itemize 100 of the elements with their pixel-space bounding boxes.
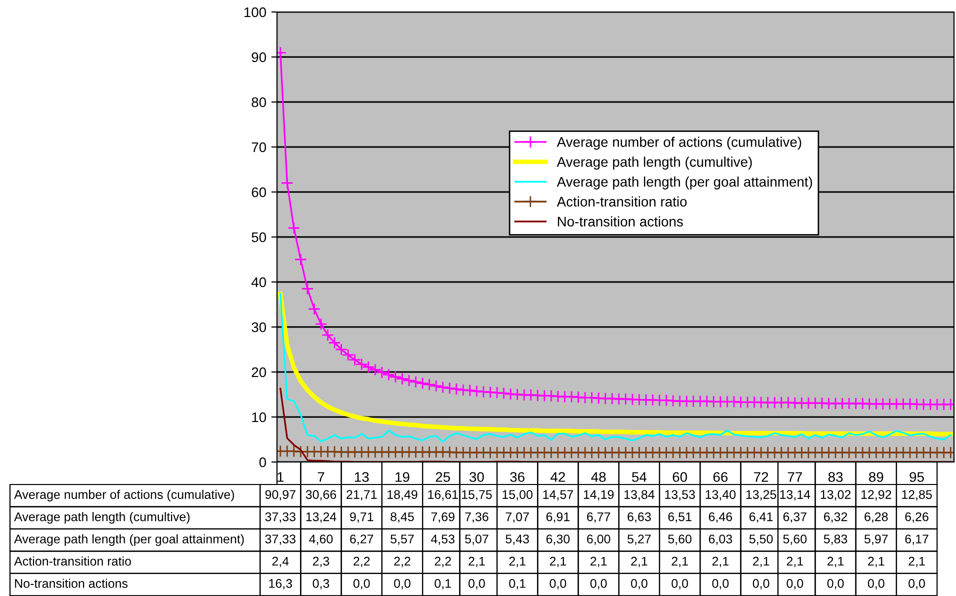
data-label: 0,1 [509, 579, 526, 590]
text: Action-transition ratio [14, 556, 131, 566]
x-tick-label: 30 [470, 472, 484, 482]
data-label: 0,1 [434, 579, 451, 590]
data-label: 2,2 [394, 556, 410, 568]
text: Average number of actions (cumulative) [14, 490, 234, 502]
data-label: 90,97 [265, 490, 296, 500]
y-tick-label: 70 [252, 142, 266, 152]
x-tick-label: 89 [869, 472, 884, 482]
data-label: 5,27 [628, 534, 651, 545]
data-label: 6,46 [708, 512, 732, 523]
data-label: 30,66 [306, 490, 336, 500]
data-label: 0,0 [394, 579, 410, 590]
legend-label: Action-transition ratio [556, 196, 687, 207]
data-label: 0,0 [712, 579, 729, 590]
data-label: 0,0 [468, 579, 485, 590]
data-label: 13,24 [306, 512, 336, 523]
data-label: 6,63 [628, 512, 651, 523]
data-label: 2,1 [908, 556, 925, 568]
data-label: 2,1 [712, 556, 729, 568]
data-label: 0,0 [908, 579, 925, 590]
data-label: 8,45 [390, 512, 414, 523]
data-label: 5,60 [668, 534, 692, 545]
data-label: 2,4 [272, 556, 289, 568]
data-label: 0,0 [827, 579, 844, 590]
data-label: 5,83 [824, 534, 848, 545]
y-tick-label: 60 [252, 187, 266, 198]
line-series [280, 388, 952, 462]
data-label: 6,51 [668, 512, 692, 523]
data-label: 6,03 [708, 534, 732, 545]
data-label: 0,0 [630, 579, 648, 590]
x-tick-label: 95 [910, 472, 924, 482]
data-label: 5,43 [506, 534, 529, 545]
x-tick-label: 60 [672, 472, 687, 482]
data-label: 2,1 [868, 556, 884, 568]
x-tick-label: 36 [510, 472, 524, 482]
data-label: 2,1 [752, 556, 770, 568]
data-label: 13,40 [706, 490, 736, 500]
data-label: 0,0 [752, 579, 770, 590]
data-label: 4,60 [309, 534, 333, 545]
legend-label: Average path length (per goal attainment) [556, 176, 812, 190]
text: No-transition actions [15, 578, 128, 588]
y-tick-label: 90 [252, 52, 266, 62]
data-label: 13,53 [665, 490, 695, 500]
data-label: 6,30 [546, 534, 570, 545]
data-label: 5,50 [749, 534, 773, 545]
data-label: 6,91 [546, 512, 570, 523]
x-tick-label: 7 [318, 472, 324, 482]
legend-label: No-transition actions [558, 216, 683, 227]
legend-label: Average path length (cumultive) [556, 156, 752, 170]
data-label: 2,1 [550, 556, 566, 568]
data-label: 7,36 [465, 512, 488, 523]
data-label: 37,33 [265, 534, 296, 545]
y-tick-label: 20 [252, 367, 266, 378]
data-label: 5,57 [390, 534, 414, 545]
data-label: 21,71 [346, 490, 377, 500]
data-label: 13,84 [624, 490, 654, 500]
x-tick-label: 77 [788, 472, 802, 482]
x-tick-label: 42 [550, 472, 565, 482]
x-tick-label: 19 [396, 472, 410, 482]
y-tick-label: 30 [252, 322, 266, 332]
data-label: 6,26 [905, 512, 928, 523]
data-label: 37,33 [265, 512, 296, 523]
data-label: 6,77 [587, 512, 610, 523]
data-label: 6,41 [750, 512, 773, 523]
data-label: 2,3 [312, 556, 330, 568]
legend-label: Average number of actions (cumulative) [556, 136, 802, 150]
y-tick-label: 100 [244, 7, 266, 18]
data-label: 6,27 [350, 534, 374, 545]
x-tick-label: 25 [436, 472, 450, 482]
data-label: 2,2 [434, 556, 451, 568]
data-label: 6,00 [587, 534, 610, 545]
data-label: 2,1 [631, 556, 648, 568]
data-label: 5,07 [465, 534, 488, 545]
x-tick-label: 83 [828, 472, 843, 482]
x-tick-label: 54 [632, 472, 647, 482]
data-label: 0,0 [353, 579, 370, 590]
data-label: 6,28 [864, 512, 888, 523]
data-label: 2,1 [468, 556, 485, 568]
data-label: 4,53 [430, 534, 454, 545]
data-label: 2,1 [509, 556, 526, 568]
data-label: 16,61 [428, 490, 458, 500]
data-label: 12,92 [861, 490, 892, 500]
data-label: 0,0 [786, 579, 804, 590]
data-label: 6,17 [905, 534, 928, 545]
data-label: 9,71 [350, 512, 374, 523]
data-label: 0,0 [550, 579, 566, 590]
text: Average path length (cumultive) [14, 512, 190, 524]
data-label: 7,07 [506, 512, 529, 523]
y-tick-label: 50 [252, 232, 266, 242]
data-label: 14,19 [584, 490, 614, 500]
y-tick-label: 40 [251, 277, 266, 288]
x-tick-label: 1 [278, 472, 284, 482]
y-tick-label: 0 [259, 457, 266, 468]
data-label: 12,85 [902, 490, 932, 500]
data-label: 2,1 [590, 556, 607, 568]
data-label: 0,0 [672, 579, 688, 590]
data-label: 13,14 [780, 490, 810, 500]
data-label: 0,0 [590, 579, 607, 590]
data-label: 5,60 [783, 534, 807, 545]
